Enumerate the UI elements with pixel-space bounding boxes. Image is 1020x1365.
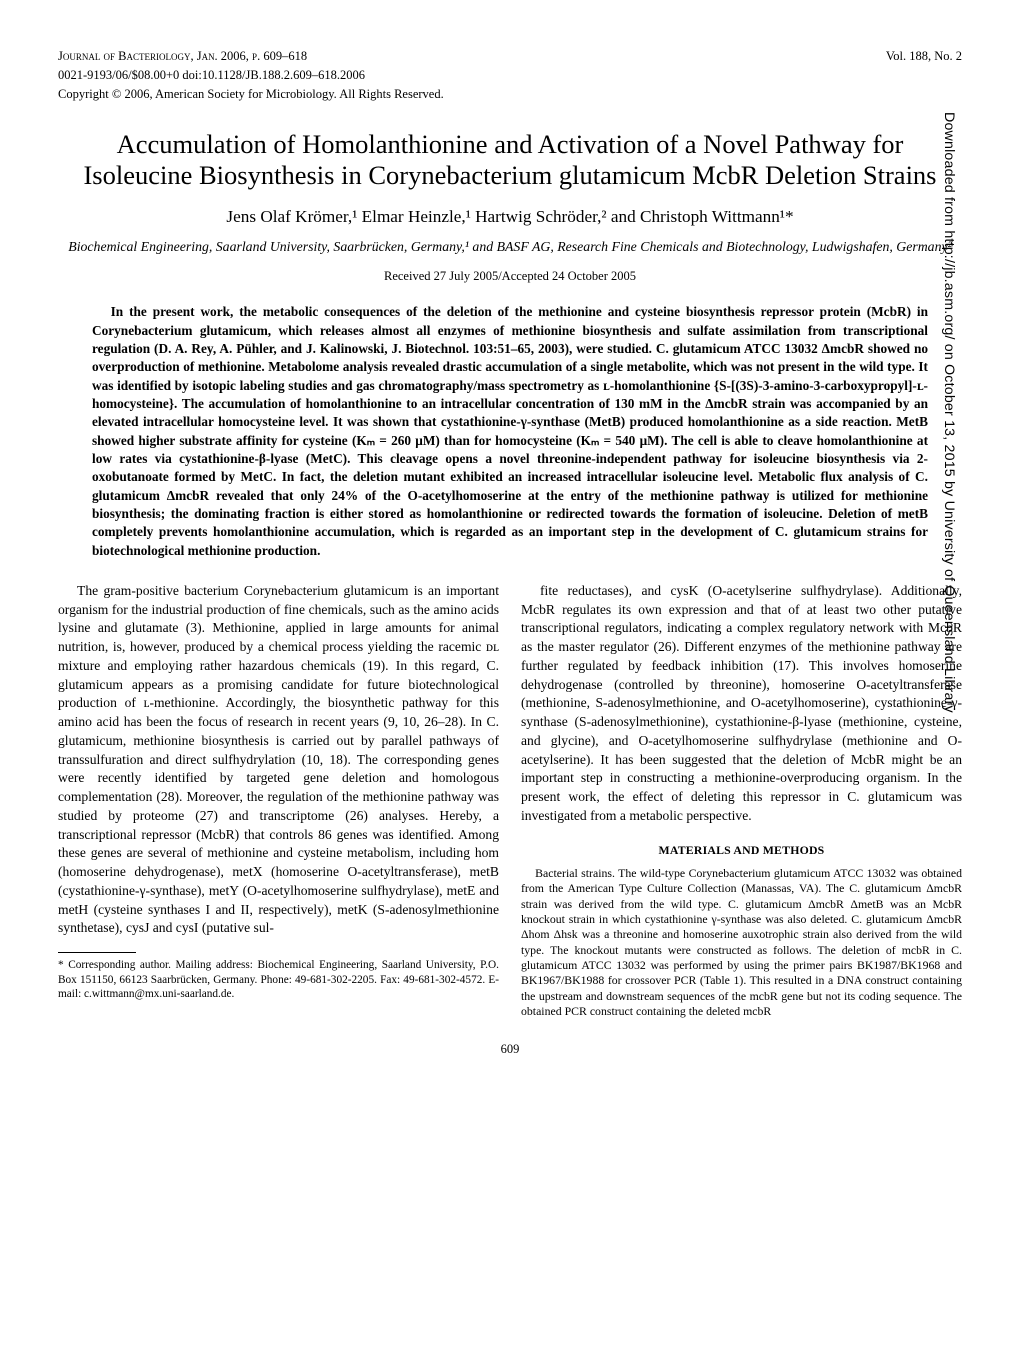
abstract: In the present work, the metabolic conse… [92,303,928,560]
methods-section: Bacterial strains. The wild-type Coryneb… [521,866,962,1019]
journal-header-left: Journal of Bacteriology, Jan. 2006, p. 6… [58,48,307,65]
volume-header-right: Vol. 188, No. 2 [886,48,962,65]
footnote-divider [58,952,136,953]
download-sidebar-text: Downloaded from http://jb.asm.org/ on Oc… [935,108,962,717]
methods-paragraph-1: Bacterial strains. The wild-type Coryneb… [521,866,962,1019]
page-number: 609 [58,1041,962,1058]
abstract-text: In the present work, the metabolic conse… [92,303,928,560]
doi-line: 0021-9193/06/$08.00+0 doi:10.1128/JB.188… [58,67,962,84]
copyright-line: Copyright © 2006, American Society for M… [58,86,962,103]
journal-name: Journal of Bacteriology, Jan. 2006, p. 6… [58,49,307,63]
body-two-column: The gram-positive bacterium Corynebacter… [58,582,962,1019]
body-paragraph-2: fite reductases), and cysK (O-acetylseri… [521,582,962,826]
authors-line: Jens Olaf Krömer,¹ Elmar Heinzle,¹ Hartw… [58,205,962,228]
body-paragraph-1: The gram-positive bacterium Corynebacter… [58,582,499,938]
article-title: Accumulation of Homolanthionine and Acti… [76,129,944,192]
running-header: Journal of Bacteriology, Jan. 2006, p. 6… [58,48,962,65]
materials-methods-heading: MATERIALS AND METHODS [521,842,962,858]
received-dates: Received 27 July 2005/Accepted 24 Octobe… [58,268,962,285]
affiliations: Biochemical Engineering, Saarland Univer… [58,238,962,256]
corresponding-author-footnote: * Corresponding author. Mailing address:… [58,958,499,1001]
